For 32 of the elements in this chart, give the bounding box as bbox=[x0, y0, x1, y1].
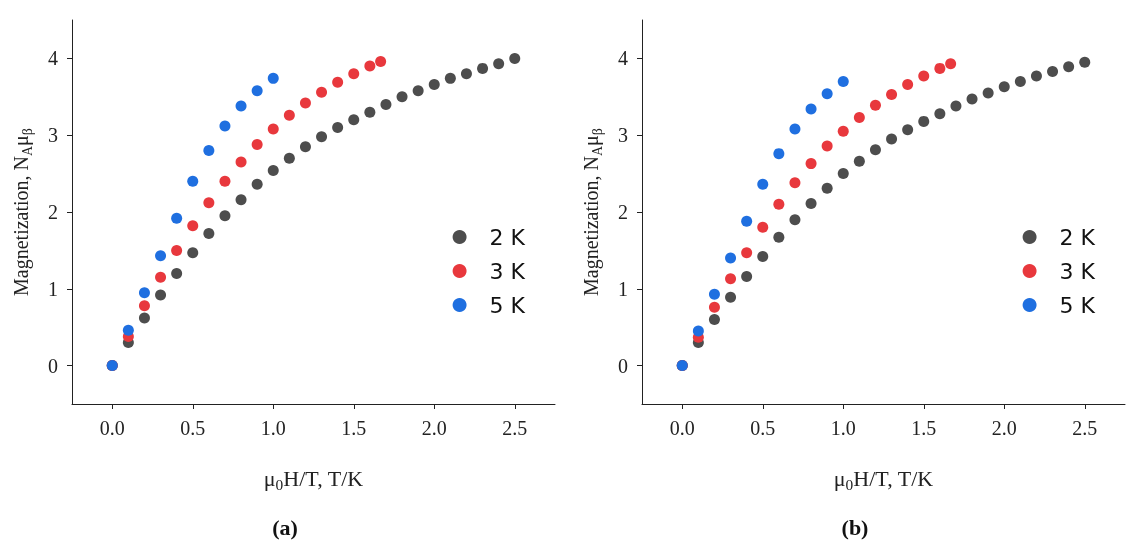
x-tick-label: 2.5 bbox=[502, 417, 528, 439]
legend-label: 2 K bbox=[1059, 224, 1096, 250]
x-tick-label: 1.5 bbox=[341, 417, 367, 439]
y-tick-label: 4 bbox=[48, 47, 58, 70]
y-tick-label: 2 bbox=[618, 201, 628, 223]
y-tick-label: 0 bbox=[618, 354, 628, 377]
x-tick-label: 2.0 bbox=[991, 417, 1017, 439]
legend-label: 5 K bbox=[489, 292, 526, 318]
y-tick-label: 2 bbox=[48, 201, 58, 223]
legend-label: 5 K bbox=[1059, 292, 1096, 318]
x-tick-label: 1.5 bbox=[911, 417, 937, 439]
y-axis-title: Magnetization, NAμβ bbox=[580, 128, 605, 296]
legend-label: 3 K bbox=[489, 258, 526, 284]
text: (a) bbox=[272, 514, 298, 540]
x-tick-label: 0.5 bbox=[180, 417, 206, 439]
y-axis-title: Magnetization, NAμβ bbox=[10, 128, 35, 296]
y-tick-label: 3 bbox=[618, 124, 628, 147]
y-tick-label: 3 bbox=[48, 124, 58, 147]
x-tick-label: 0.5 bbox=[750, 417, 776, 439]
legend-label: 2 K bbox=[489, 224, 526, 250]
text: (b) bbox=[841, 514, 869, 540]
x-tick-label: 1.0 bbox=[260, 417, 286, 439]
x-tick-label: 0.0 bbox=[669, 417, 695, 439]
legend-label: 3 K bbox=[1059, 258, 1096, 284]
x-tick-label: 0.0 bbox=[99, 417, 125, 439]
x-tick-label: 1.0 bbox=[830, 417, 856, 439]
x-tick-label: 2.5 bbox=[1072, 417, 1098, 439]
y-tick-label: 0 bbox=[48, 354, 58, 377]
y-tick-label: 1 bbox=[48, 277, 58, 300]
y-tick-label: 4 bbox=[618, 47, 628, 70]
y-tick-label: 1 bbox=[618, 277, 628, 300]
x-tick-label: 2.0 bbox=[421, 417, 447, 439]
